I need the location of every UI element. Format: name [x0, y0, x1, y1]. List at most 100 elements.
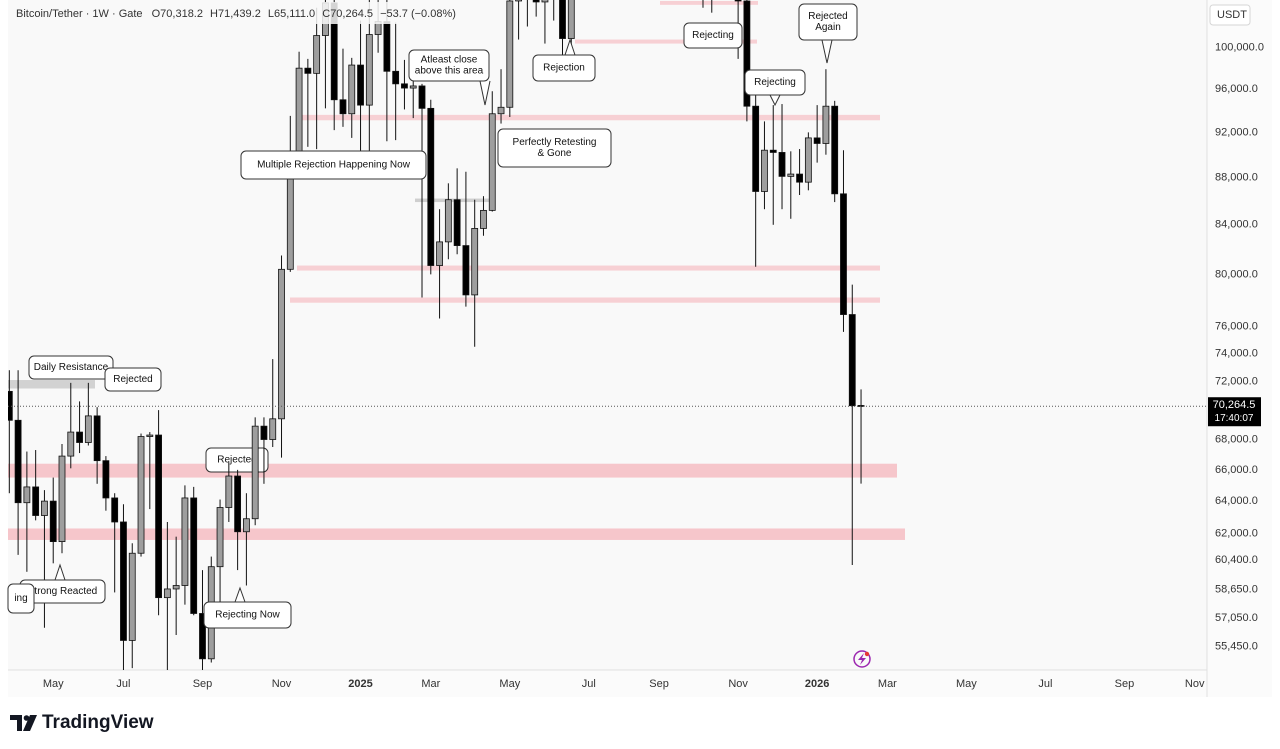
annotation-pointer	[564, 38, 576, 56]
x-tick-label: Jul	[582, 678, 596, 690]
y-tick-label: 76,000.0	[1215, 320, 1258, 332]
overlay: Daily Resistance Rejected Strong Reactedin…	[7, 3, 858, 629]
zone	[8, 380, 95, 389]
logo-mark	[23, 715, 37, 731]
candle-body	[260, 425, 268, 440]
header: Bitcoin/Tether · 1W · Gate O70,318.2 H71…	[16, 8, 456, 20]
annotation-pointer	[234, 586, 246, 603]
candle-body	[155, 434, 162, 599]
annotation-text: Strong Reacted	[28, 586, 98, 597]
x-tick-label: Mar	[421, 678, 440, 690]
symbol: Bitcoin/Tether · 1W · Gate	[16, 8, 143, 20]
annotation-box	[683, 22, 743, 49]
alert-icon[interactable]	[853, 650, 871, 668]
y-tick-label: 80,000.0	[1215, 268, 1258, 280]
x-tick-label: Sep	[649, 678, 669, 690]
candle-body	[743, 0, 751, 107]
annotation-text: & Gone	[538, 148, 572, 159]
y-tick-label: 100,000.0	[1215, 42, 1264, 54]
candle-body	[84, 415, 92, 443]
unit-box[interactable]	[1209, 4, 1251, 26]
alert-dot[interactable]	[864, 651, 870, 657]
candle-body	[840, 193, 847, 315]
annotation-text: above this area	[415, 66, 484, 77]
candle-body	[532, 0, 540, 3]
y-tick-label: 92,000.0	[1215, 126, 1258, 138]
last-price-box	[1208, 397, 1261, 427]
annotation-pointer	[821, 39, 833, 64]
annotation-box	[203, 601, 292, 629]
candle-body	[304, 67, 312, 74]
annotation-box	[798, 3, 858, 41]
candle-body	[761, 149, 768, 192]
annotation-pointer	[769, 94, 781, 107]
zone	[290, 297, 880, 303]
candle-body	[559, 0, 566, 39]
annotation-text: Daily Resistance	[34, 362, 109, 373]
annotation-text: ing	[14, 593, 27, 604]
y-unit[interactable]: USDT	[1217, 9, 1247, 21]
candle-body	[778, 152, 786, 177]
logo-mark	[10, 715, 22, 731]
x-tick-label: May	[956, 678, 977, 690]
candle-body	[120, 521, 127, 641]
candle-body	[734, 0, 742, 2]
annotation-text: Rejection	[543, 63, 585, 74]
candle-body	[401, 83, 408, 89]
y-tick-label: 96,000.0	[1215, 83, 1258, 95]
y-tick-label: 88,000.0	[1215, 171, 1258, 183]
candle-body	[199, 613, 206, 660]
candle-body	[225, 475, 233, 508]
annotation-text: Rejecting	[692, 30, 734, 41]
candle-body	[813, 137, 821, 144]
candle-body	[348, 64, 356, 115]
candle-body	[181, 497, 189, 586]
candle-body	[752, 105, 760, 192]
x-tick-label: Nov	[728, 678, 748, 690]
annotation-pointer	[54, 563, 66, 581]
candle-body	[506, 0, 514, 108]
alert-circle[interactable]	[853, 650, 871, 668]
y-tick-label: 66,000.0	[1215, 464, 1258, 476]
candle-body	[339, 99, 347, 115]
x-tick-label: Sep	[1115, 678, 1135, 690]
candle-body	[76, 431, 83, 443]
candle-body	[436, 241, 443, 266]
candle-body	[295, 67, 303, 158]
zone	[415, 198, 490, 203]
time-axis-panel	[8, 670, 1207, 697]
x-tick-label: Jul	[116, 678, 130, 690]
candle-body	[453, 199, 461, 246]
annotation-text: Perfectly Retesting	[513, 137, 597, 148]
x-tick-label: May	[43, 678, 64, 690]
candle-body	[769, 149, 777, 153]
annotation-box	[408, 49, 490, 82]
candle-body	[444, 199, 452, 243]
candle-body	[418, 85, 426, 109]
x-tick-label: May	[499, 678, 520, 690]
candle-body	[313, 35, 321, 74]
alert-bolt[interactable]	[858, 653, 866, 665]
ohlc-high: H71,439.2	[210, 8, 261, 20]
candle-body	[163, 588, 171, 599]
y-tick-label: 74,000.0	[1215, 348, 1258, 360]
zone	[575, 39, 757, 44]
annotation-text: Again	[815, 22, 841, 33]
annotation-text: Multiple Rejection Happening Now	[257, 160, 411, 171]
x-tick-label: Sep	[193, 678, 213, 690]
y-tick-label: 72,000.0	[1215, 375, 1258, 387]
annotation-text: Atleast close	[421, 55, 478, 66]
x-tick-label: 2026	[805, 678, 829, 690]
candle-body	[409, 85, 417, 89]
zone	[300, 114, 880, 121]
annotation-box	[240, 150, 427, 180]
candle-body	[8, 390, 13, 421]
annotation-box	[104, 367, 162, 392]
candle-body	[831, 105, 839, 195]
change: −53.7 (−0.08%)	[380, 8, 456, 20]
candle-body	[269, 418, 277, 440]
candle-body	[146, 434, 154, 437]
candle-body	[427, 107, 435, 266]
candle-body	[796, 173, 803, 183]
